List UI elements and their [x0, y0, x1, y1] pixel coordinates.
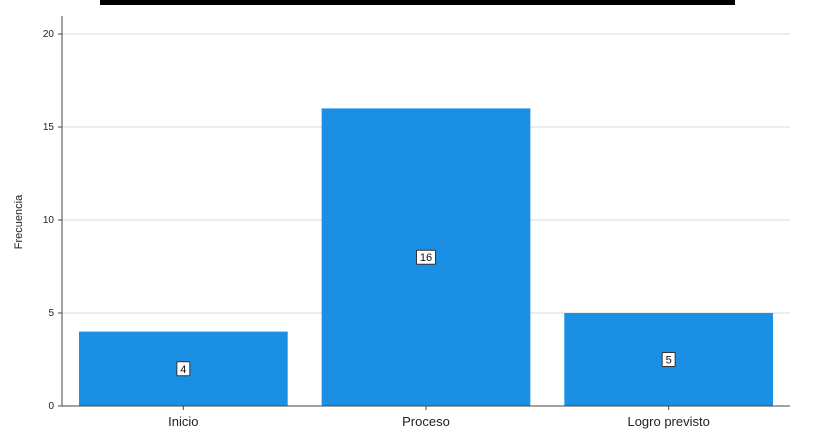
y-tick-label: 15 — [43, 122, 55, 133]
bars: 4 16 5 — [78, 108, 774, 407]
x-tick-label: Logro previsto — [627, 414, 709, 429]
x-tick-labels: Inicio Proceso Logro previsto — [168, 406, 710, 429]
x-tick-label: Proceso — [402, 414, 450, 429]
y-tick-label: 5 — [48, 308, 54, 319]
data-label-box — [661, 352, 676, 367]
y-tick-label: 20 — [43, 29, 55, 40]
data-label: 16 — [420, 252, 432, 264]
y-tick-label: 0 — [48, 401, 54, 412]
top-rule — [100, 0, 735, 5]
y-tick-label: 10 — [43, 215, 55, 226]
y-axis-label: Frecuencia — [13, 194, 25, 249]
data-label-box — [416, 249, 436, 265]
data-label-box — [176, 361, 191, 377]
y-ticks: 0 5 10 15 20 — [43, 29, 62, 412]
data-label: 5 — [666, 355, 672, 367]
data-label: 4 — [180, 364, 186, 376]
x-tick-label: Inicio — [168, 414, 198, 429]
